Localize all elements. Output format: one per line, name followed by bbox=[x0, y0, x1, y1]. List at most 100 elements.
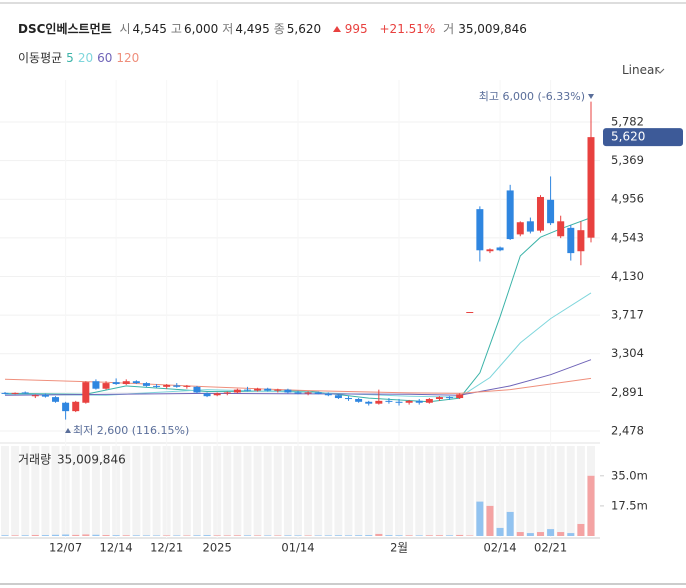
volume-stripe bbox=[81, 446, 90, 536]
stat-label: 저 bbox=[222, 22, 234, 36]
volume-bar bbox=[243, 535, 251, 536]
candle-body bbox=[435, 397, 443, 399]
volume-stripe bbox=[132, 446, 141, 536]
volume-stripe bbox=[354, 446, 363, 536]
volume-stripe bbox=[273, 446, 282, 536]
volume-stripe bbox=[283, 446, 292, 536]
volume-stripe bbox=[203, 446, 212, 536]
volume-bar bbox=[506, 511, 514, 536]
up-icon bbox=[332, 26, 341, 32]
volume-total: 35,009,846 bbox=[57, 453, 126, 467]
ma-line bbox=[4, 292, 592, 398]
candle-body bbox=[112, 382, 120, 385]
candle-body bbox=[587, 137, 595, 238]
volume-bar bbox=[11, 535, 19, 536]
candle-body bbox=[526, 221, 534, 232]
y-tick-label: 3,304 bbox=[611, 346, 644, 360]
change: 995 bbox=[332, 22, 372, 36]
candle-body bbox=[1, 392, 9, 394]
volume-stripe bbox=[172, 446, 181, 536]
stat-value: 4,495 bbox=[235, 22, 270, 36]
high-icon bbox=[588, 94, 594, 99]
volume-stripe bbox=[475, 446, 484, 536]
candle-body bbox=[294, 392, 302, 394]
volume-stripe bbox=[485, 446, 494, 536]
ma-legend-item: 60 bbox=[97, 51, 113, 65]
volume-stripe bbox=[31, 446, 40, 536]
volume-stripe bbox=[344, 446, 353, 536]
volume-bar bbox=[486, 505, 494, 536]
volume-stripe bbox=[576, 446, 585, 536]
volume-stripe bbox=[334, 446, 343, 536]
volume-bar bbox=[446, 535, 454, 536]
y-tick-label: 3,717 bbox=[611, 308, 644, 322]
volume-stripe bbox=[51, 446, 60, 536]
volume-stripe bbox=[526, 446, 535, 536]
volume-bar bbox=[405, 535, 413, 536]
volume-bar bbox=[345, 535, 353, 536]
volume-stripe bbox=[556, 446, 565, 536]
volume-stripe bbox=[445, 446, 454, 536]
volume-bar bbox=[365, 535, 373, 536]
ma-title: 이동평균 bbox=[18, 51, 63, 65]
candle-body bbox=[274, 389, 282, 391]
x-tick-label: 12/21 bbox=[150, 541, 183, 555]
volume-bar bbox=[233, 535, 241, 536]
ma-legend-item: 5 bbox=[66, 51, 74, 65]
volume-bar bbox=[496, 527, 504, 536]
volume-bar bbox=[304, 535, 312, 536]
volume-stripe bbox=[71, 446, 80, 536]
change-pct: +21.51% bbox=[379, 22, 436, 36]
candle-body bbox=[223, 392, 231, 394]
volume-stripe bbox=[182, 446, 191, 536]
volume-bar bbox=[173, 535, 181, 536]
volume-stripe bbox=[263, 446, 272, 536]
candle-body bbox=[31, 395, 39, 397]
volume-bar bbox=[435, 535, 443, 536]
candle-body bbox=[385, 400, 393, 402]
candle-body bbox=[577, 230, 585, 252]
volume-bar bbox=[112, 535, 120, 536]
volume-bar bbox=[82, 534, 90, 536]
candle-body bbox=[163, 384, 171, 387]
volume-bar bbox=[274, 535, 282, 536]
volume-stripe bbox=[192, 446, 201, 536]
candle-body bbox=[72, 401, 80, 412]
candle-body bbox=[486, 249, 494, 252]
volume-stripe bbox=[516, 446, 525, 536]
volume-bar bbox=[334, 535, 342, 536]
volume-stripe bbox=[233, 446, 242, 536]
volume-bar bbox=[163, 535, 171, 536]
volume-stripe bbox=[374, 446, 383, 536]
candle-body bbox=[92, 381, 100, 389]
x-tick-label: 2월 bbox=[390, 541, 408, 555]
x-tick-label: 12/07 bbox=[49, 541, 82, 555]
candle-body bbox=[476, 209, 484, 251]
candle-body bbox=[243, 389, 251, 391]
x-tick-label: 2025 bbox=[203, 541, 232, 555]
volume-bar bbox=[466, 535, 474, 536]
volume-bar bbox=[567, 533, 575, 536]
candle-body bbox=[102, 383, 110, 389]
volume-bar bbox=[314, 535, 322, 536]
candle-body bbox=[314, 392, 322, 394]
scale-select[interactable]: Linear bbox=[622, 63, 660, 77]
candle-body bbox=[213, 393, 221, 396]
volume-tick-label: 17.5m bbox=[611, 498, 648, 512]
volume-bar bbox=[102, 535, 110, 536]
candle-body bbox=[425, 398, 433, 403]
volume-bar bbox=[21, 535, 29, 536]
candle-body bbox=[334, 395, 342, 399]
stat-value: 6,000 bbox=[183, 22, 219, 36]
stat-value: 4,545 bbox=[132, 22, 167, 36]
candle-body bbox=[233, 389, 241, 393]
ma-legend: 이동평균 5 20 60 120 bbox=[18, 49, 143, 66]
y-tick-label: 4,130 bbox=[611, 269, 644, 283]
volume-bar bbox=[557, 532, 565, 536]
stat-value: 5,620 bbox=[286, 22, 322, 36]
volume-stripe bbox=[21, 446, 30, 536]
volume-stripe bbox=[1, 446, 9, 536]
volume-bar bbox=[476, 501, 484, 536]
candle-body bbox=[547, 199, 555, 224]
